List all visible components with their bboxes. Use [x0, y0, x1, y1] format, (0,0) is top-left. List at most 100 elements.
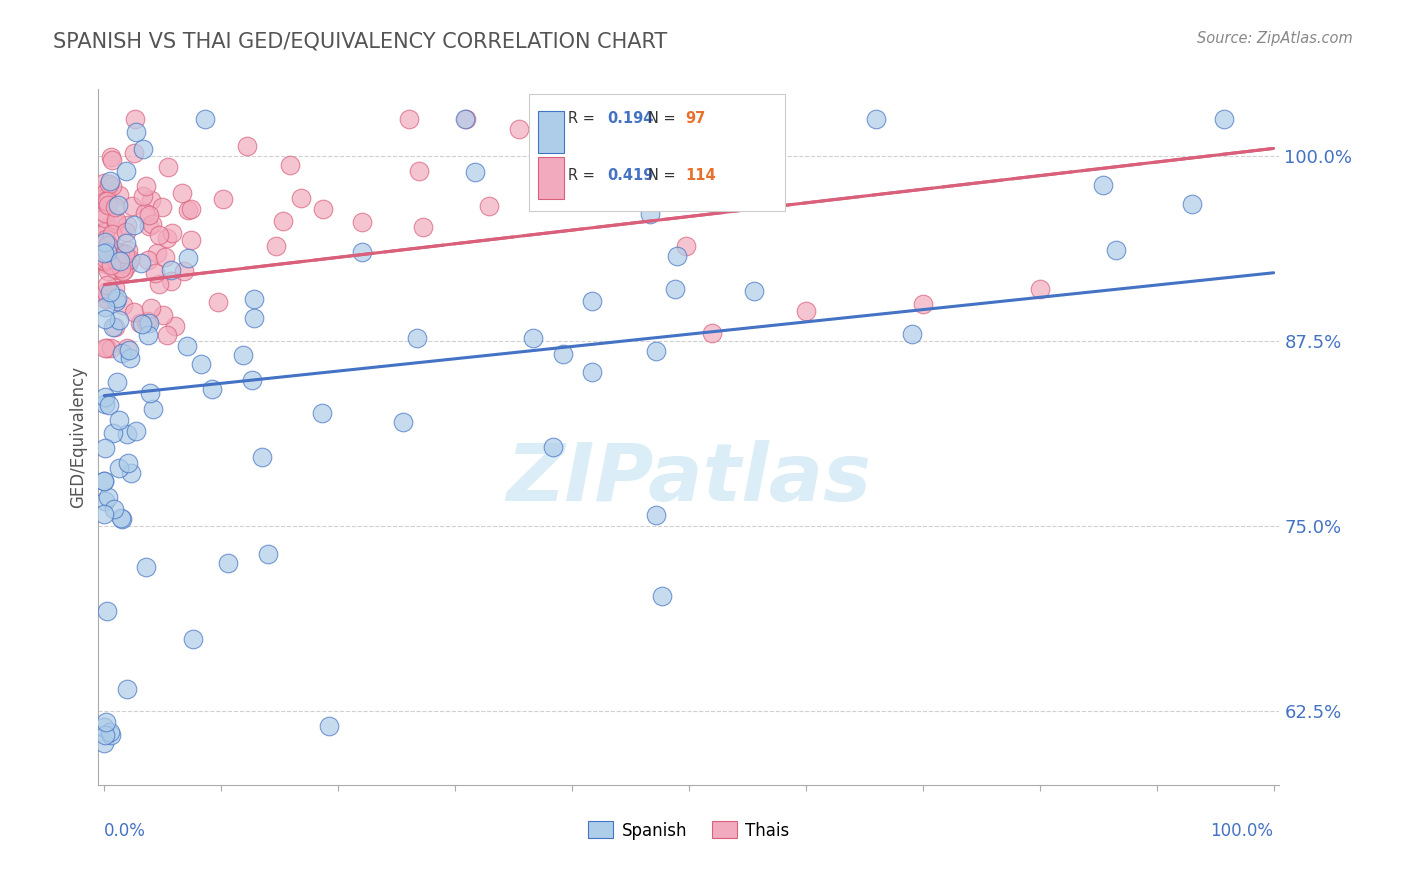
Point [100, 258, 122, 272]
Y-axis label: GED/Equivalency: GED/Equivalency [69, 366, 87, 508]
Point [176, 203, 198, 218]
Point [555, 127, 578, 141]
Point [406, 331, 429, 345]
Point [508, 122, 530, 136]
Point [96, 194, 118, 208]
Point [318, 719, 340, 733]
Point [478, 198, 501, 212]
Point [124, 112, 146, 126]
Point [668, 117, 690, 131]
Point [112, 263, 135, 277]
Point [107, 313, 129, 327]
Point [96, 240, 118, 254]
Point [105, 251, 128, 265]
Point [156, 230, 179, 244]
Point [135, 179, 157, 194]
Point [100, 150, 122, 164]
Point [108, 413, 131, 427]
Point [139, 385, 162, 400]
Point [901, 326, 924, 341]
Point [111, 256, 134, 270]
Point [217, 556, 239, 570]
Point [111, 512, 134, 526]
Point [97, 490, 120, 504]
Point [98, 174, 121, 188]
Point [551, 347, 574, 361]
Point [115, 427, 138, 442]
Point [94, 185, 117, 199]
Point [408, 164, 430, 178]
Point [115, 235, 138, 250]
Point [122, 218, 145, 232]
Point [159, 274, 181, 288]
Point [138, 219, 160, 234]
Point [153, 250, 176, 264]
Point [134, 206, 156, 220]
Point [135, 560, 157, 574]
Point [94, 285, 117, 300]
Point [125, 125, 148, 139]
Point [250, 450, 273, 465]
Point [105, 213, 128, 227]
Point [586, 176, 609, 190]
Point [148, 228, 170, 243]
Point [177, 251, 200, 265]
Point [93, 194, 115, 208]
Point [97, 398, 120, 412]
Point [93, 494, 115, 508]
Point [120, 466, 142, 480]
Point [236, 139, 259, 153]
Point [96, 604, 118, 618]
Point [108, 460, 131, 475]
Point [104, 294, 127, 309]
Point [93, 311, 115, 326]
Point [176, 339, 198, 353]
Point [135, 315, 157, 329]
Point [243, 292, 266, 306]
Point [104, 216, 127, 230]
Point [121, 199, 143, 213]
Point [94, 232, 117, 246]
Point [212, 192, 235, 206]
Point [115, 341, 138, 355]
Point [257, 547, 280, 561]
Point [97, 220, 120, 235]
Point [160, 263, 183, 277]
Point [94, 390, 117, 404]
Point [794, 304, 817, 318]
Point [392, 415, 415, 429]
Text: 100.0%: 100.0% [1211, 822, 1274, 840]
FancyBboxPatch shape [529, 94, 785, 211]
Point [124, 305, 146, 319]
Point [464, 165, 486, 179]
Point [94, 441, 117, 455]
Point [94, 190, 117, 204]
Point [666, 249, 689, 263]
Point [522, 331, 544, 345]
Point [120, 252, 142, 266]
Point [145, 246, 167, 260]
Point [232, 348, 254, 362]
Point [101, 179, 124, 194]
Point [96, 244, 118, 259]
Point [93, 728, 115, 742]
Point [290, 191, 312, 205]
Point [117, 257, 139, 271]
Point [97, 198, 120, 212]
Point [94, 256, 117, 270]
Point [454, 112, 477, 126]
Point [264, 239, 287, 253]
Point [675, 239, 697, 253]
Point [110, 511, 132, 525]
Point [93, 243, 115, 257]
Point [412, 219, 434, 234]
Point [165, 318, 187, 333]
Point [118, 351, 141, 366]
Point [117, 456, 139, 470]
Point [132, 142, 155, 156]
Point [136, 328, 159, 343]
Point [531, 173, 554, 187]
Point [96, 341, 118, 355]
Point [103, 262, 125, 277]
Point [101, 251, 124, 265]
